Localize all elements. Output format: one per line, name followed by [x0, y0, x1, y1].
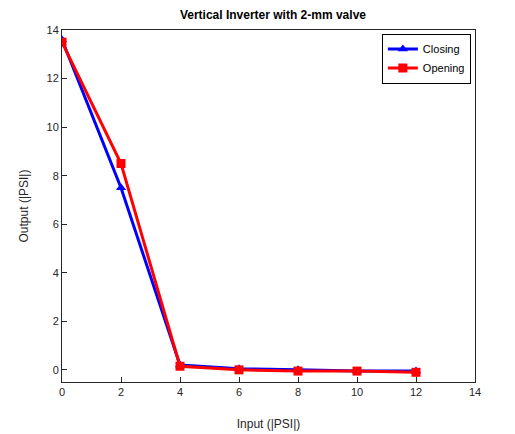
svg-text:6: 6 [236, 386, 242, 398]
svg-text:10: 10 [351, 386, 363, 398]
svg-text:Input (|PSI|): Input (|PSI|) [237, 417, 301, 431]
svg-text:10: 10 [47, 121, 59, 133]
svg-text:2: 2 [118, 386, 124, 398]
svg-text:6: 6 [53, 218, 59, 230]
svg-text:0: 0 [53, 364, 59, 376]
svg-text:14: 14 [469, 386, 481, 398]
svg-text:8: 8 [53, 170, 59, 182]
svg-text:4: 4 [177, 386, 183, 398]
svg-text:12: 12 [47, 72, 59, 84]
svg-text:Output (|PSI|): Output (|PSI|) [17, 170, 31, 243]
svg-text:0: 0 [59, 386, 65, 398]
svg-text:8: 8 [295, 386, 301, 398]
svg-text:14: 14 [47, 24, 59, 36]
svg-text:Closing: Closing [423, 43, 460, 55]
svg-text:4: 4 [53, 267, 59, 279]
svg-text:2: 2 [53, 315, 59, 327]
svg-text:Vertical Inverter with 2-mm va: Vertical Inverter with 2-mm valve [180, 8, 366, 22]
svg-text:12: 12 [410, 386, 422, 398]
svg-text:Opening: Opening [423, 62, 465, 74]
